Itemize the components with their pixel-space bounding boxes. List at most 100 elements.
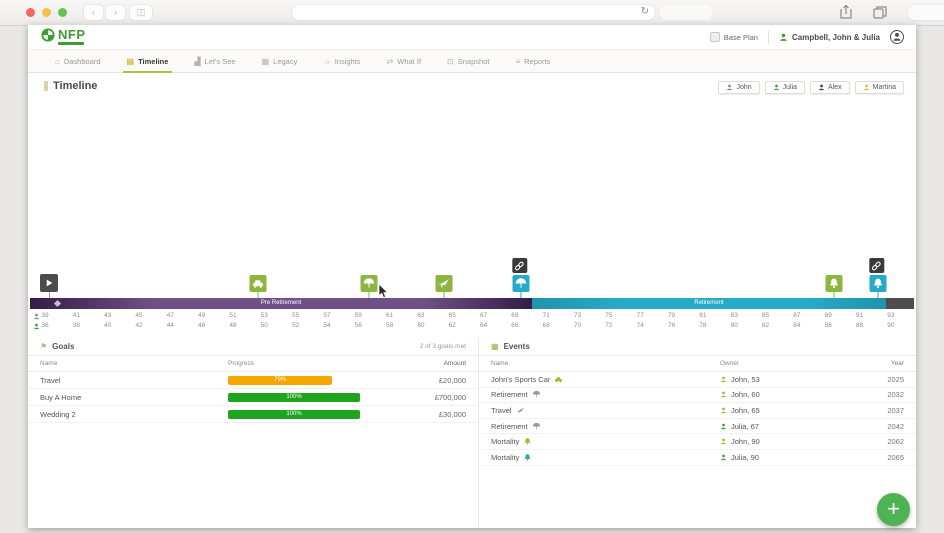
owner-text: Julia, 90 (731, 452, 759, 462)
mouse-cursor (379, 284, 389, 299)
tab-legacy[interactable]: ▦ Legacy (249, 50, 311, 72)
tabs-overview-icon[interactable] (872, 4, 888, 20)
timeline-marker-plane[interactable] (435, 275, 453, 298)
timeline-chart: Pre Retirement Retirement 39 41 43 45 47 49 51 5… (30, 258, 914, 336)
tab-timeline[interactable]: ▤ Timeline (114, 50, 182, 73)
event-year: 2025 (887, 374, 904, 384)
event-name-text: Retirement (491, 421, 528, 431)
timeline-marker-car[interactable] (249, 275, 267, 298)
age-tick: 44 (166, 321, 174, 329)
event-name: Mortality (491, 437, 720, 446)
tab-dashboard[interactable]: ⌂ Dashboard (42, 50, 114, 72)
events-col-year: Year (890, 360, 904, 367)
tab-what-if[interactable]: ⇄ What If (374, 50, 434, 72)
age-tick: 93 (887, 312, 895, 319)
person-icon (34, 323, 39, 329)
age-tick: 48 (229, 321, 237, 329)
age-tick: 90 (887, 321, 895, 329)
person-filter-alex[interactable]: Alex (810, 81, 850, 94)
plane-icon (438, 279, 449, 288)
base-plan-button[interactable]: Base Plan (709, 32, 758, 42)
person-icon (773, 84, 779, 91)
owner-text: Julia, 67 (731, 421, 759, 431)
age-tick: 49 (198, 312, 206, 319)
sidebar-toggle-icon[interactable]: ◫ (130, 5, 152, 20)
logo-text: NFP (58, 27, 86, 42)
goal-row[interactable]: Travel 79% £20,000 (28, 372, 478, 389)
age-tick: 54 (323, 321, 331, 329)
tab-label: What If (397, 56, 422, 66)
age-tick: 55 (292, 312, 300, 319)
age-tick: 74 (636, 321, 644, 329)
event-row[interactable]: John's Sports Car John, 53 2025 (479, 372, 916, 388)
app-header: NFP Base Plan Campbell, John & Julia (28, 25, 916, 49)
age-tick: 41 (72, 312, 80, 319)
logo-tagline (58, 42, 84, 45)
back-button[interactable]: ‹ (84, 5, 103, 20)
age-tick: 88 (855, 321, 864, 329)
close-window-button[interactable] (26, 8, 35, 17)
add-button[interactable]: + (877, 493, 910, 526)
events-calendar-icon: ▦ (491, 342, 499, 351)
person-name: Julia (782, 84, 798, 91)
tab-label: Let's See (204, 56, 236, 66)
person-filter-julia[interactable]: Julia (764, 81, 806, 94)
owner-person-icon (720, 407, 727, 414)
client-name: Campbell, John & Julia (791, 32, 880, 42)
timeline-marker-bell[interactable] (869, 275, 887, 298)
timeline-marker-bell[interactable] (825, 275, 843, 298)
bell-icon (525, 453, 531, 461)
tab-lets-see[interactable]: ▟ Let's See (181, 50, 248, 72)
tab-reports[interactable]: ≡ Reports (502, 50, 563, 72)
progress-bar: 100% (228, 409, 360, 419)
address-bar-secondary (660, 5, 712, 20)
event-row[interactable]: Mortality John, 90 2062 (479, 434, 916, 450)
person-icon (819, 84, 824, 91)
zoom-window-button[interactable] (58, 8, 67, 17)
link-icon[interactable] (869, 258, 885, 273)
minimize-window-button[interactable] (42, 8, 51, 17)
age-tick: 82 (761, 321, 770, 329)
goal-row[interactable]: Wedding 2 100% £30,000 (28, 406, 478, 423)
goals-title: Goals (52, 342, 75, 351)
owner-person-icon (720, 423, 727, 430)
event-row[interactable]: Mortality Julia, 90 2065 (479, 450, 916, 466)
nfp-logo-icon (41, 28, 55, 42)
umbrella-icon (515, 278, 526, 288)
person-icon (721, 438, 726, 445)
plan-icon (709, 32, 720, 42)
age-tick: 71 (542, 312, 550, 319)
event-row[interactable]: Travel John, 65 2037 (479, 403, 916, 419)
umbrella-icon (532, 391, 540, 398)
play-button[interactable] (40, 274, 58, 298)
tab-insights[interactable]: ☼ Insights (310, 50, 373, 72)
address-bar[interactable]: ↻ (292, 5, 655, 20)
owner-person-icon (720, 376, 727, 383)
event-name-text: Travel (491, 405, 512, 415)
person-filter-john[interactable]: John (718, 81, 760, 94)
event-name-text: John's Sports Car (491, 374, 551, 384)
timeline-marker-umbrella[interactable] (360, 275, 378, 298)
timeline-marker-umbrella[interactable] (512, 275, 530, 298)
age-tick: 84 (793, 321, 801, 329)
window-controls (26, 8, 67, 17)
tab-label: Legacy (273, 56, 298, 66)
base-plan-label: Base Plan (723, 32, 758, 42)
event-row[interactable]: Retirement Julia, 67 2042 (479, 419, 916, 435)
link-icon (515, 261, 524, 270)
events-panel: ▦ Events Name Owner Year John's Sports C… (478, 338, 916, 528)
client-selector[interactable]: Campbell, John & Julia (779, 33, 880, 42)
goals-icon: ⚑ (40, 342, 48, 351)
goals-summary: 2 of 3 goals met (419, 343, 466, 350)
events-col-owner: Owner (720, 360, 740, 367)
link-icon[interactable] (511, 258, 527, 273)
user-avatar-button[interactable] (890, 30, 904, 44)
person-filter-martina[interactable]: Martina (854, 81, 904, 94)
reload-icon[interactable]: ↻ (640, 6, 649, 17)
event-year: 2062 (887, 437, 904, 447)
forward-button[interactable]: › (106, 5, 125, 20)
share-icon[interactable] (838, 4, 854, 20)
event-row[interactable]: Retirement John, 60 2032 (479, 388, 916, 404)
tab-snapshot[interactable]: ⊡ Snapshot (434, 50, 502, 72)
goal-row[interactable]: Buy A Home 100% £700,000 (28, 389, 478, 406)
